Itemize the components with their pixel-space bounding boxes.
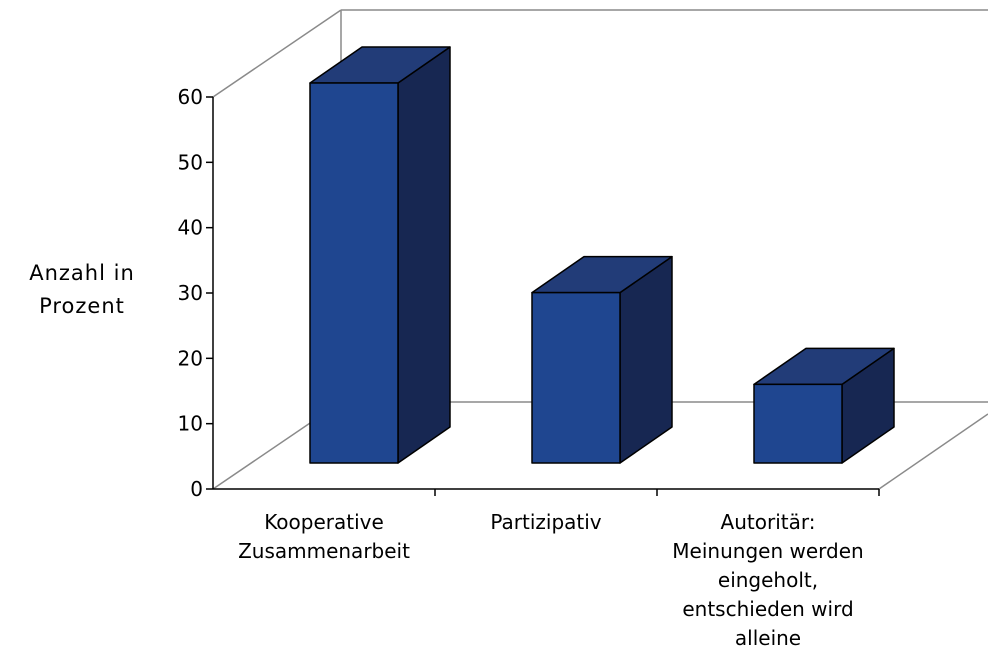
category-label-2-line-1: Partizipativ [490, 510, 601, 534]
bar-1 [309, 82, 399, 464]
y-tick-label-0: 0 [190, 477, 203, 501]
wall-top-left-edge [212, 9, 342, 98]
category-label-1-line-1: Kooperative [264, 510, 384, 534]
y-tick-label-50: 50 [178, 150, 203, 174]
category-label-3-line-1: Autoritär: [721, 510, 816, 534]
y-axis-title-line-2: Prozent [39, 294, 125, 318]
y-tick-label-20: 20 [178, 346, 203, 370]
category-label-3-line-5: alleine [735, 626, 801, 650]
y-tick-label-30: 30 [178, 281, 203, 305]
category-label-3-line-2: Meinungen werden [672, 539, 863, 563]
bar-side-1 [397, 46, 451, 464]
bar-2 [531, 291, 621, 464]
category-label-3-line-3: eingeholt, [718, 568, 818, 592]
category-label-3-line-4: entschieden wird [682, 597, 853, 621]
y-axis-title-line-1: Anzahl in [29, 261, 135, 285]
y-tick-label-60: 60 [178, 85, 203, 109]
bar-3 [753, 383, 843, 464]
y-tick-label-10: 10 [178, 412, 203, 436]
y-tick-label-40: 40 [178, 216, 203, 240]
category-label-1-line-2: Zusammenarbeit [238, 539, 410, 563]
floor-right-edge [878, 413, 988, 490]
